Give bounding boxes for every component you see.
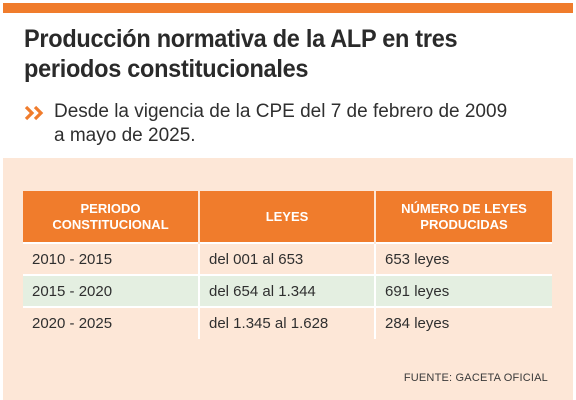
table-row: 2010 - 2015 del 001 al 653 653 leyes xyxy=(23,242,552,275)
cell-numero: 691 leyes xyxy=(375,274,552,307)
cell-periodo: 2015 - 2020 xyxy=(23,274,200,307)
cell-leyes: del 001 al 653 xyxy=(199,242,376,275)
header-numero-line-1: NÚMERO DE LEYES xyxy=(401,200,527,216)
page-title: Producción normativa de la ALP en tres p… xyxy=(24,24,532,84)
table-header-row: PERIODO CONSTITUCIONAL LEYES NÚMERO DE L… xyxy=(23,191,552,243)
title-line-1: Producción normativa de la ALP en tres xyxy=(24,25,458,53)
header-periodo-line-1: PERIODO xyxy=(80,200,141,216)
laws-table: PERIODO CONSTITUCIONAL LEYES NÚMERO DE L… xyxy=(23,191,552,339)
source-note: FUENTE: GACETA OFICIAL xyxy=(403,372,548,384)
table-row: 2020 - 2025 del 1.345 al 1.628 284 leyes xyxy=(23,306,552,339)
cell-periodo: 2020 - 2025 xyxy=(23,306,200,339)
subtitle-line-2: a mayo de 2025. xyxy=(54,125,196,146)
cell-numero: 284 leyes xyxy=(375,306,552,339)
header-numero-line-2: PRODUCIDAS xyxy=(420,216,508,232)
header-leyes-label: LEYES xyxy=(265,208,309,224)
top-accent-bar xyxy=(3,3,573,13)
header-periodo-line-2: CONSTITUCIONAL xyxy=(52,216,169,232)
table-row: 2015 - 2020 del 654 al 1.344 691 leyes xyxy=(23,274,552,307)
cell-periodo: 2010 - 2015 xyxy=(23,242,200,275)
subtitle: Desde la vigencia de la CPE del 7 de feb… xyxy=(54,100,569,148)
header-leyes: LEYES xyxy=(199,191,376,243)
title-line-2: periodos constitucionales xyxy=(24,55,309,83)
cell-leyes: del 1.345 al 1.628 xyxy=(199,306,376,339)
cell-numero: 653 leyes xyxy=(375,242,552,275)
subtitle-line-1: Desde la vigencia de la CPE del 7 de feb… xyxy=(54,101,508,122)
header-numero: NÚMERO DE LEYES PRODUCIDAS xyxy=(375,191,552,243)
cell-leyes: del 654 al 1.344 xyxy=(199,274,376,307)
header-periodo: PERIODO CONSTITUCIONAL xyxy=(23,191,200,243)
double-chevron-right-icon xyxy=(24,105,44,121)
